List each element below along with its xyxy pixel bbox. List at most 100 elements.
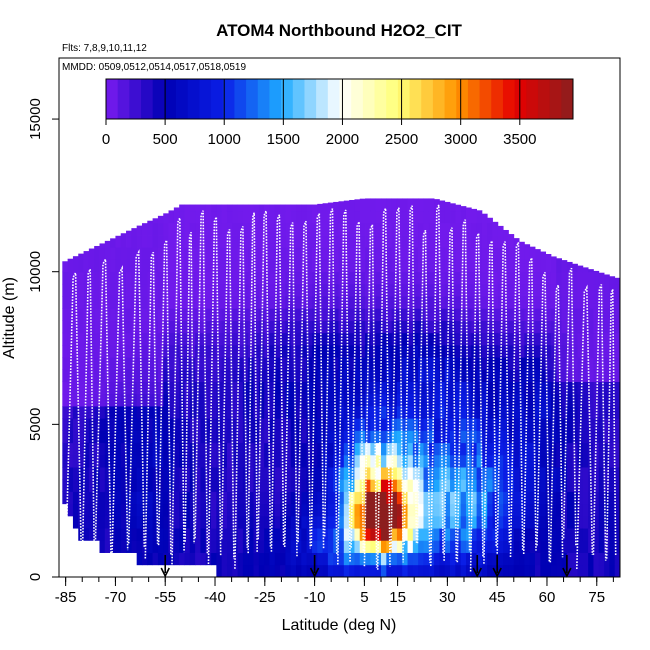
heatmap-cell — [428, 198, 435, 212]
heatmap-cell — [147, 479, 154, 492]
heatmap-cell — [492, 357, 499, 370]
heatmap-cell — [141, 418, 148, 431]
heatmap-cell — [343, 503, 350, 517]
heatmap-cell — [508, 406, 515, 419]
heatmap-cell — [216, 540, 223, 553]
heatmap-cell — [322, 210, 329, 224]
heatmap-cell — [561, 454, 568, 468]
heatmap-cell — [274, 528, 281, 541]
heatmap-cell — [232, 332, 238, 346]
heatmap-cell — [152, 479, 159, 492]
heatmap-cell — [519, 442, 525, 456]
heatmap-cell — [221, 515, 228, 529]
heatmap-cell — [535, 479, 541, 492]
heatmap-cell — [566, 320, 573, 334]
heatmap-cell — [460, 467, 467, 480]
heatmap-cell — [269, 418, 276, 431]
heatmap-cell — [195, 479, 201, 492]
heatmap-cell — [535, 369, 541, 383]
heatmap-cell — [455, 308, 462, 321]
heatmap-cell — [131, 271, 138, 285]
heatmap-cell — [152, 467, 159, 480]
colorbar-tick-label: 3000 — [444, 131, 477, 148]
heatmap-cell — [306, 540, 313, 553]
heatmap-cell — [306, 332, 313, 346]
heatmap-cell — [540, 344, 547, 358]
heatmap-cell — [67, 503, 74, 517]
heatmap-cell — [232, 503, 238, 517]
heatmap-cell — [141, 552, 148, 566]
heatmap-cell — [588, 357, 594, 370]
heatmap-cell — [365, 308, 371, 321]
heatmap-cell — [556, 528, 562, 541]
heatmap-cell — [556, 369, 562, 383]
heatmap-cell — [173, 207, 180, 212]
heatmap-cell — [428, 247, 435, 260]
heatmap-cell — [598, 491, 605, 505]
heatmap-cell — [104, 491, 111, 505]
heatmap-cell — [572, 503, 578, 517]
heatmap-cell — [460, 406, 467, 419]
heatmap-cell — [572, 369, 578, 383]
heatmap-cell — [274, 308, 281, 321]
colorbar-cell — [502, 79, 516, 119]
heatmap-cell — [253, 515, 260, 529]
heatmap-cell — [396, 479, 403, 492]
heatmap-cell — [513, 564, 520, 578]
heatmap-cell — [593, 271, 600, 285]
heatmap-cell — [349, 357, 355, 370]
heatmap-cell — [327, 418, 334, 431]
heatmap-cell — [333, 308, 339, 321]
heatmap-cell — [391, 552, 398, 566]
heatmap-cell — [375, 393, 382, 407]
heatmap-cell — [306, 210, 313, 224]
heatmap-cell — [232, 381, 238, 395]
heatmap-cell — [566, 393, 573, 407]
heatmap-cell — [200, 430, 207, 444]
heatmap-cell — [195, 235, 201, 248]
heatmap-cell — [296, 210, 302, 224]
heatmap-cell — [535, 454, 541, 468]
heatmap-cell — [503, 344, 509, 358]
heatmap-cell — [232, 491, 238, 505]
heatmap-cell — [104, 442, 111, 456]
heatmap-cell — [455, 467, 462, 480]
heatmap-cell — [280, 259, 286, 273]
heatmap-cell — [428, 259, 435, 273]
heatmap-cell — [471, 222, 477, 236]
heatmap-cell — [434, 515, 440, 529]
heatmap-cell — [428, 491, 435, 505]
heatmap-cell — [524, 332, 531, 346]
heatmap-cell — [195, 308, 201, 321]
heatmap-cell — [141, 430, 148, 444]
heatmap-cell — [450, 393, 456, 407]
heatmap-cell — [343, 271, 350, 285]
heatmap-cell — [317, 430, 323, 444]
heatmap-cell — [370, 247, 377, 260]
heatmap-cell — [535, 430, 541, 444]
heatmap-cell — [152, 430, 159, 444]
heatmap-cell — [242, 369, 249, 383]
heatmap-cell — [327, 552, 334, 566]
heatmap-cell — [173, 418, 180, 431]
heatmap-cell — [476, 259, 483, 273]
heatmap-cell — [370, 271, 377, 285]
heatmap-cell — [407, 308, 414, 321]
heatmap-cell — [306, 204, 313, 212]
heatmap-cell — [179, 247, 185, 260]
heatmap-cell — [264, 357, 270, 370]
heatmap-cell — [465, 564, 472, 578]
heatmap-cell — [226, 204, 233, 212]
heatmap-cell — [423, 430, 430, 444]
heatmap-cell — [519, 259, 525, 273]
heatmap-cell — [418, 528, 424, 541]
heatmap-cell — [434, 283, 440, 297]
heatmap-cell — [136, 540, 143, 553]
heatmap-cell — [290, 283, 297, 297]
heatmap-cell — [343, 369, 350, 383]
heatmap-cell — [322, 418, 329, 431]
heatmap-cell — [428, 296, 435, 309]
heatmap-cell — [604, 308, 610, 321]
heatmap-cell — [439, 393, 446, 407]
heatmap-cell — [561, 406, 568, 419]
